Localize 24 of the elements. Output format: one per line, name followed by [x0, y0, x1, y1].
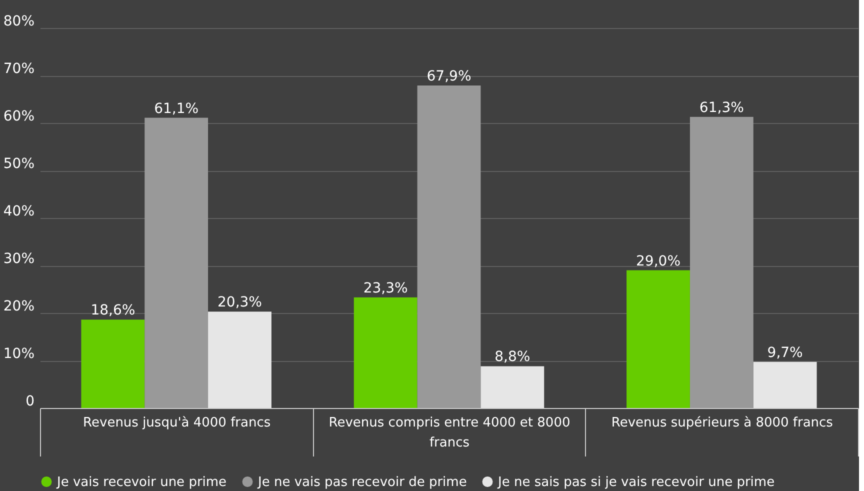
data-label: 20,3% — [218, 294, 262, 311]
y-tick-label: 0 — [26, 394, 34, 410]
legend-label: Je ne vais pas recevoir de prime — [257, 474, 467, 490]
data-label: 8,8% — [494, 349, 530, 366]
y-tick-label: 40% — [3, 204, 34, 220]
data-label: 67,9% — [426, 68, 472, 84]
x-tick-label: Revenus supérieurs à 8000 francs — [611, 416, 834, 430]
legend-label: Je ne sais pas si je vais recevoir une prime — [497, 474, 775, 490]
y-tick-label: 80% — [3, 14, 34, 30]
data-label: 18,6% — [90, 302, 136, 319]
data-label: 61,3% — [699, 100, 744, 116]
data-label: 29,0% — [636, 253, 680, 270]
legend-label: Je vais recevoir une prime — [56, 474, 227, 490]
y-tick-label: 30% — [3, 251, 34, 267]
data-label: 61,1% — [154, 100, 199, 117]
data-label: 9,7% — [767, 344, 803, 361]
y-tick-label: 10% — [3, 346, 34, 362]
y-tick-label: 70% — [3, 61, 34, 77]
x-tick-label: Revenus compris entre 4000 et 8000 francs — [328, 416, 570, 450]
y-tick-label: 20% — [3, 298, 34, 314]
data-label: 23,3% — [363, 280, 408, 296]
x-tick-label: Revenus jusqu'à 4000 francs — [83, 416, 271, 430]
y-tick-label: 60% — [3, 108, 34, 124]
y-tick-label: 50% — [3, 156, 34, 172]
